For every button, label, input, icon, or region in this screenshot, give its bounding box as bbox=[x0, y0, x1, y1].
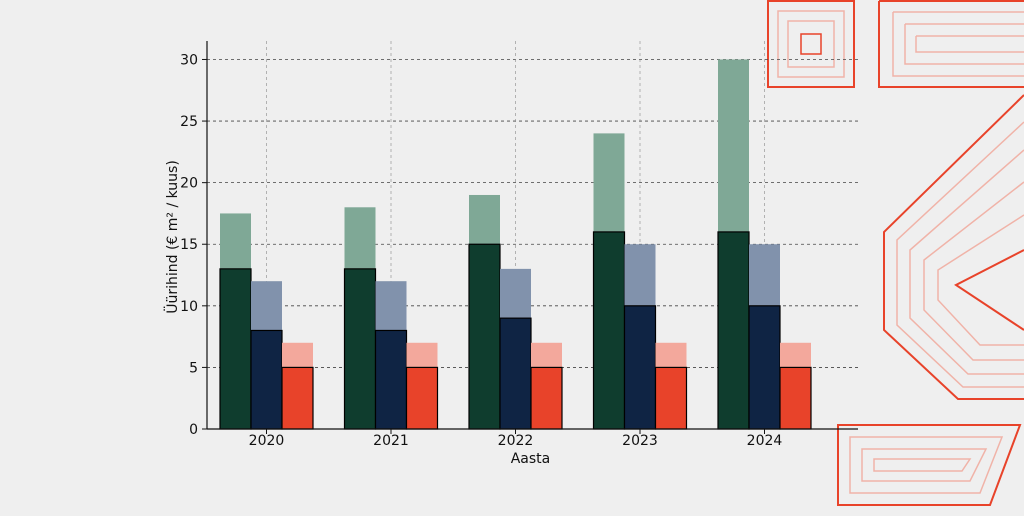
x-tick-label: 2021 bbox=[373, 433, 409, 449]
bar-range-upper bbox=[749, 244, 780, 306]
plot-area: 0 5 10 15 20 25 30 2020 2021 2022 2023 2024 Aasta Ü… bbox=[163, 41, 858, 467]
bar-base bbox=[281, 366, 314, 430]
decorative-bar-pattern bbox=[878, 0, 1024, 88]
bar-base bbox=[405, 366, 439, 430]
bar-base bbox=[654, 366, 688, 430]
decorative-pattern bbox=[767, 0, 1024, 506]
y-tick-label: 5 bbox=[189, 360, 198, 376]
y-tick-label: 30 bbox=[180, 52, 198, 68]
y-tick-label: 10 bbox=[180, 299, 198, 315]
bar-base bbox=[592, 231, 626, 430]
decorative-trapezoid-pattern bbox=[837, 424, 1022, 506]
bar-range-upper bbox=[344, 207, 376, 269]
bar-range-upper bbox=[406, 342, 438, 368]
bar-range-upper bbox=[469, 194, 500, 245]
decorative-square-pattern bbox=[767, 0, 855, 88]
tick-labels: 0 5 10 15 20 25 30 2020 2021 2022 2023 2024 bbox=[180, 52, 782, 449]
bar-range-upper bbox=[624, 244, 656, 306]
bar-base bbox=[748, 305, 781, 430]
bar-base bbox=[717, 231, 750, 430]
bar-range-upper bbox=[780, 342, 811, 368]
bar-range-upper bbox=[282, 342, 313, 368]
bar-base bbox=[779, 366, 812, 430]
bars bbox=[219, 59, 812, 430]
bar-base bbox=[343, 268, 377, 430]
bar-base bbox=[623, 305, 657, 430]
bar-range-upper bbox=[593, 133, 625, 232]
y-tick-label: 25 bbox=[180, 114, 198, 130]
bar-range-upper bbox=[251, 281, 282, 331]
y-tick-label: 20 bbox=[180, 176, 198, 192]
bar-base bbox=[219, 268, 252, 430]
bar-base bbox=[499, 317, 532, 430]
bar-range-upper bbox=[220, 213, 251, 269]
bar-range-upper bbox=[500, 268, 531, 319]
x-tick-label: 2024 bbox=[747, 433, 783, 449]
bar-range-upper bbox=[531, 342, 562, 368]
bar-range-upper bbox=[655, 342, 687, 368]
bar-range-upper bbox=[375, 281, 407, 331]
bar-base bbox=[250, 329, 283, 430]
bar-range-upper bbox=[718, 59, 749, 232]
y-axis-title: Üürihind (€ m² / kuus) bbox=[163, 160, 181, 314]
x-tick-label: 2020 bbox=[249, 433, 285, 449]
bar-base bbox=[530, 366, 563, 430]
y-tick-label: 0 bbox=[189, 422, 198, 438]
bar-base bbox=[468, 243, 501, 430]
x-tick-label: 2022 bbox=[498, 433, 534, 449]
y-tick-label: 15 bbox=[180, 237, 198, 253]
decorative-chevron-pattern bbox=[883, 94, 1024, 400]
bar-base bbox=[374, 329, 408, 430]
axes bbox=[206, 41, 858, 430]
x-axis-title: Aasta bbox=[511, 451, 551, 467]
x-tick-label: 2023 bbox=[622, 433, 658, 449]
